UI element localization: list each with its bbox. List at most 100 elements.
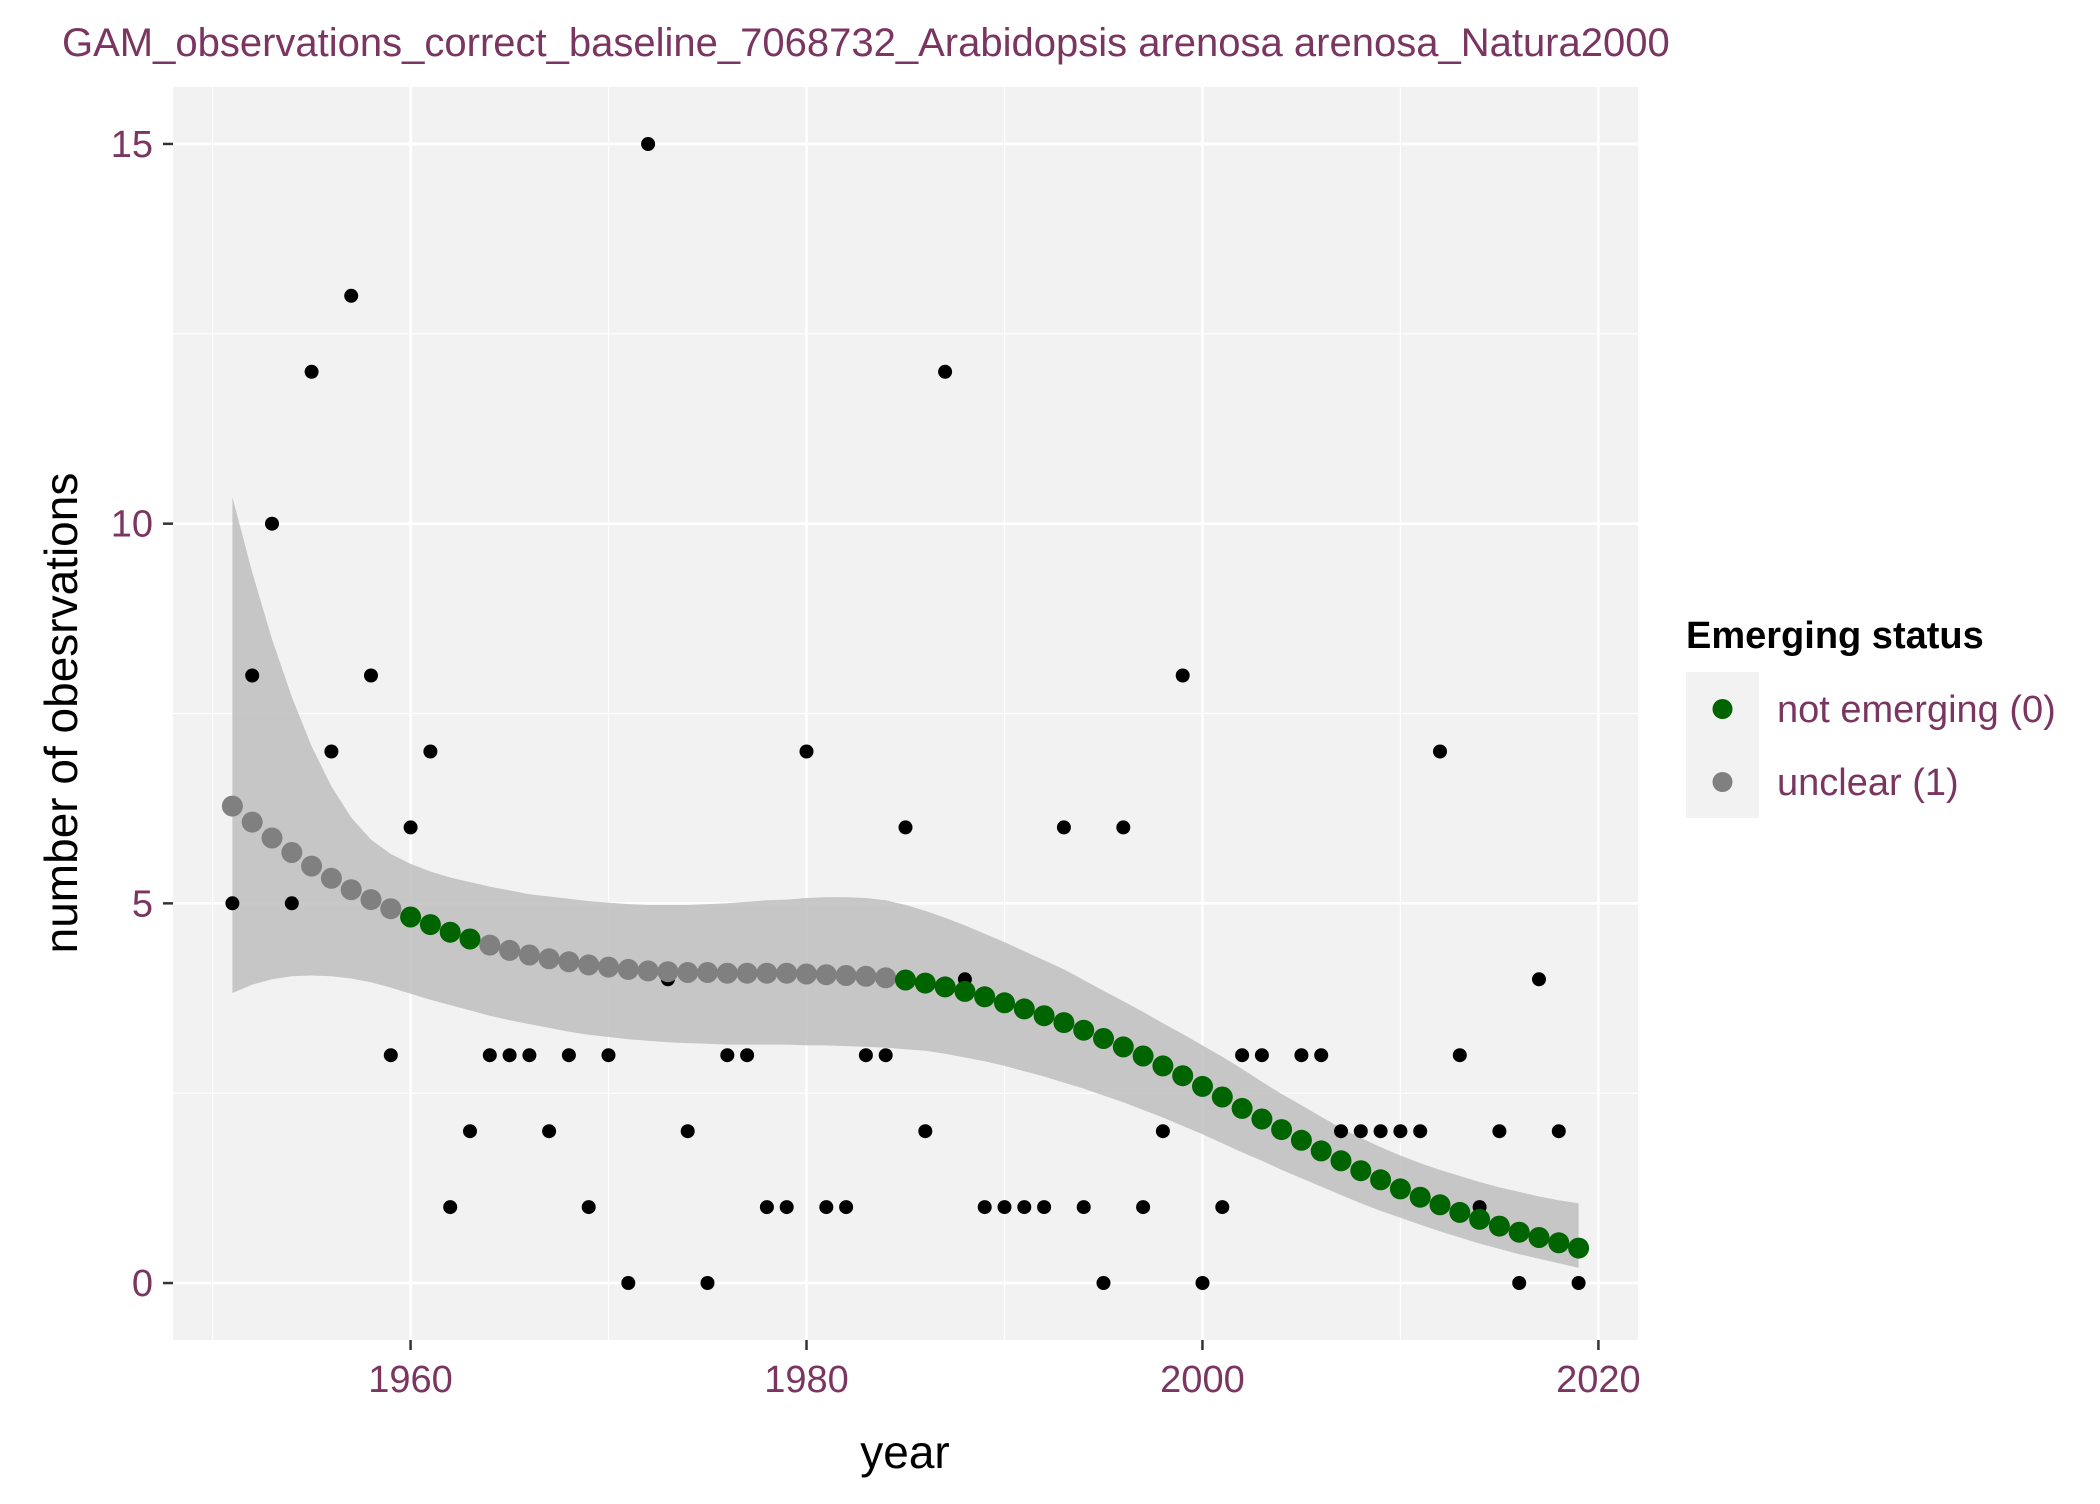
fit-point — [1508, 1221, 1530, 1243]
fit-point — [756, 962, 778, 984]
observation-point — [561, 1048, 576, 1063]
observation-point — [1116, 820, 1131, 835]
observation-point — [1334, 1124, 1348, 1139]
x-axis: 1960 1980 2000 2020 — [368, 1340, 1641, 1401]
fit-point — [895, 969, 916, 991]
observation-point — [839, 1200, 854, 1215]
observation-point — [799, 744, 814, 759]
fit-point — [1548, 1232, 1570, 1254]
observation-point — [1195, 1276, 1210, 1290]
observation-point — [1076, 1200, 1091, 1215]
fit-point — [1370, 1169, 1392, 1191]
fit-point — [400, 906, 422, 928]
fit-point — [1409, 1186, 1431, 1208]
fit-point — [736, 962, 758, 984]
observation-point — [1056, 820, 1071, 835]
observation-point — [858, 1048, 873, 1063]
fit-point — [439, 921, 461, 943]
observation-point — [225, 896, 240, 911]
observation-point — [1353, 1124, 1368, 1139]
observation-point — [898, 820, 913, 835]
fit-point — [459, 928, 481, 950]
observation-point — [878, 1048, 893, 1063]
fit-point — [994, 992, 1015, 1014]
observation-point — [1452, 1048, 1467, 1063]
legend-entry-not-emerging: not emerging (0) — [1712, 689, 2056, 731]
fit-point — [1290, 1129, 1312, 1151]
fit-point — [241, 811, 263, 833]
observation-point — [641, 137, 656, 151]
y-tick-label: 15 — [111, 124, 153, 166]
observation-point — [522, 1048, 537, 1063]
fit-point — [776, 962, 798, 984]
legend-key-not-emerging — [1712, 699, 1733, 719]
fit-point — [1330, 1150, 1352, 1172]
observation-point — [1532, 972, 1546, 987]
fit-point — [1053, 1012, 1075, 1034]
observation-point — [423, 744, 438, 759]
observation-point — [1492, 1124, 1507, 1139]
x-tick-label: 1980 — [764, 1359, 849, 1401]
y-tick-label: 5 — [132, 883, 153, 925]
observation-point — [819, 1200, 834, 1215]
observation-point — [1136, 1200, 1151, 1215]
fit-point — [796, 963, 817, 985]
legend-entry-unclear: unclear (1) — [1712, 762, 1959, 804]
fit-point — [360, 889, 382, 911]
y-axis: 0 5 10 15 — [111, 124, 173, 1305]
observation-point — [284, 896, 299, 911]
observation-point — [482, 1048, 497, 1063]
fit-point — [1568, 1237, 1590, 1259]
fit-point — [518, 944, 540, 966]
fit-point — [1093, 1028, 1114, 1049]
observation-point — [1512, 1276, 1527, 1290]
fit-point — [499, 939, 521, 961]
fit-point — [598, 956, 619, 978]
x-axis-title: year — [860, 1426, 949, 1478]
chart-title: GAM_observations_correct_baseline_706873… — [62, 21, 1670, 65]
x-tick-label: 1960 — [368, 1359, 453, 1401]
fit-point — [1132, 1045, 1154, 1067]
observation-point — [344, 288, 359, 303]
observation-point — [265, 516, 279, 531]
fit-point — [380, 898, 402, 920]
confidence-ribbon — [232, 497, 1579, 1268]
observation-point — [977, 1200, 992, 1215]
fit-point — [1310, 1140, 1332, 1162]
observation-point — [1155, 1124, 1170, 1139]
fit-point — [716, 962, 738, 984]
fit-point — [320, 867, 342, 889]
fit-point — [1389, 1178, 1411, 1200]
fit-point — [677, 962, 699, 983]
x-tick-label: 2020 — [1556, 1359, 1641, 1401]
legend-key-unclear — [1712, 772, 1733, 792]
fit-point — [281, 842, 303, 863]
fit-point — [697, 962, 718, 983]
observation-point — [1096, 1276, 1111, 1290]
fit-point — [875, 967, 897, 989]
observation-point — [759, 1200, 774, 1215]
observation-point — [1413, 1124, 1428, 1139]
fit-point — [617, 958, 639, 980]
legend-label-not-emerging: not emerging (0) — [1777, 689, 2056, 731]
fit-point — [221, 795, 243, 817]
observation-point — [463, 1124, 477, 1139]
fit-point — [1271, 1119, 1293, 1141]
fit-point — [637, 960, 659, 982]
observation-point — [1017, 1200, 1032, 1215]
observation-point — [997, 1200, 1012, 1215]
fit-point — [974, 986, 996, 1008]
legend-title: Emerging status — [1686, 615, 1984, 657]
fit-point — [1152, 1055, 1174, 1077]
fit-point — [479, 934, 501, 956]
observation-point — [1294, 1048, 1309, 1063]
fit-point — [1172, 1065, 1194, 1087]
fit-point — [1192, 1075, 1213, 1097]
fit-point — [1231, 1097, 1253, 1119]
observation-point — [403, 820, 418, 835]
fit-point — [934, 976, 956, 998]
legend-keys-background — [1686, 672, 1759, 818]
observation-point — [621, 1276, 636, 1290]
fit-point — [538, 948, 560, 970]
